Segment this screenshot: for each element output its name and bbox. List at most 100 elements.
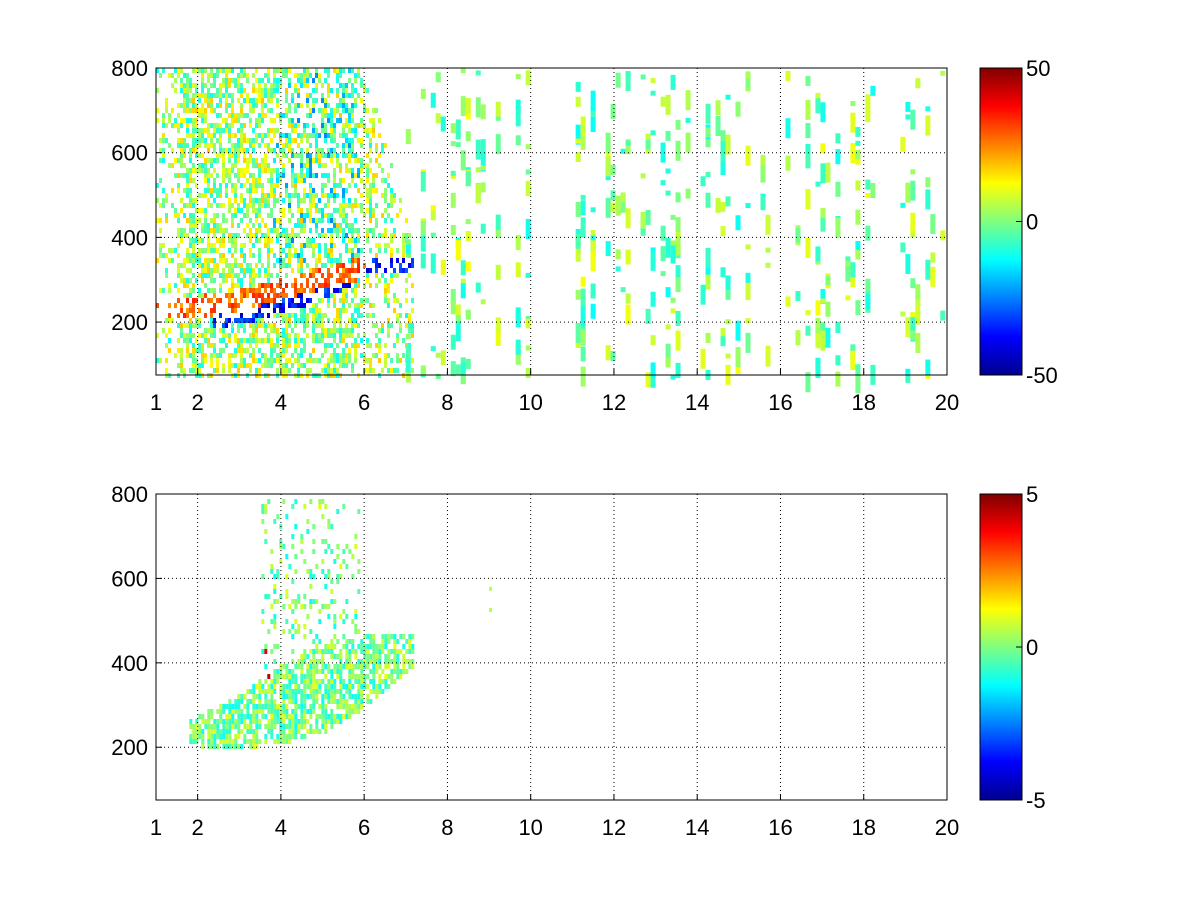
heatmap-cell bbox=[650, 291, 656, 307]
heatmap-cell bbox=[324, 243, 327, 248]
heatmap-cell bbox=[228, 83, 231, 88]
heatmap-cell bbox=[225, 724, 229, 729]
heatmap-cell bbox=[243, 168, 246, 173]
heatmap-cell bbox=[345, 88, 348, 93]
heatmap-cell bbox=[327, 679, 331, 684]
heatmap-cell bbox=[372, 208, 375, 213]
heatmap-cell bbox=[327, 719, 331, 724]
heatmap-cell bbox=[207, 198, 210, 203]
heatmap-cell bbox=[225, 148, 228, 153]
heatmap-cell bbox=[910, 109, 916, 130]
heatmap-cell bbox=[402, 644, 406, 649]
heatmap-cell bbox=[515, 106, 521, 127]
heatmap-cell bbox=[252, 98, 255, 103]
heatmap-cell bbox=[372, 684, 376, 689]
heatmap-cell bbox=[357, 589, 361, 594]
heatmap-cell bbox=[276, 173, 279, 178]
heatmap-cell bbox=[357, 173, 360, 178]
heatmap-cell bbox=[354, 173, 357, 178]
heatmap-cell bbox=[309, 183, 312, 188]
heatmap-cell bbox=[825, 301, 831, 317]
heatmap-cell bbox=[189, 368, 192, 373]
heatmap-cell bbox=[258, 88, 261, 93]
heatmap-cell bbox=[177, 338, 180, 343]
heatmap-cell bbox=[575, 81, 581, 92]
heatmap-cell bbox=[336, 664, 340, 669]
heatmap-cell bbox=[378, 328, 381, 333]
heatmap-cell bbox=[336, 343, 339, 348]
heatmap-cell bbox=[309, 108, 312, 113]
heatmap-cell bbox=[324, 213, 327, 218]
heatmap-cell bbox=[405, 639, 409, 644]
heatmap-cell bbox=[192, 83, 195, 88]
heatmap-cell bbox=[267, 253, 270, 258]
heatmap-cell bbox=[303, 704, 307, 709]
heatmap-cell bbox=[306, 323, 309, 328]
heatmap-cell bbox=[342, 308, 345, 313]
heatmap-cell bbox=[213, 719, 217, 724]
heatmap-cell bbox=[228, 173, 231, 178]
y-tick-label: 400 bbox=[111, 225, 148, 250]
heatmap-cell bbox=[372, 108, 375, 113]
heatmap-cell bbox=[640, 74, 646, 80]
heatmap-cell bbox=[321, 153, 324, 158]
heatmap-cell bbox=[345, 93, 348, 98]
heatmap-cell bbox=[255, 694, 259, 699]
heatmap-cell bbox=[237, 153, 240, 158]
heatmap-cell bbox=[225, 719, 229, 724]
heatmap-cell bbox=[180, 278, 183, 283]
heatmap-cell bbox=[309, 599, 313, 604]
heatmap-cell bbox=[297, 78, 300, 83]
heatmap-cell bbox=[408, 649, 412, 654]
heatmap-cell bbox=[324, 263, 327, 268]
heatmap-cell bbox=[327, 268, 330, 273]
heatmap-cell bbox=[183, 323, 186, 328]
heatmap-cell bbox=[288, 343, 291, 348]
heatmap-cell bbox=[210, 228, 213, 233]
heatmap-cell bbox=[231, 143, 234, 148]
heatmap-cell bbox=[294, 173, 297, 178]
heatmap-cell bbox=[330, 118, 333, 123]
heatmap-cell bbox=[378, 689, 382, 694]
heatmap-cell bbox=[372, 178, 375, 183]
heatmap-cell bbox=[321, 719, 325, 724]
heatmap-cell bbox=[249, 198, 252, 203]
heatmap-cell bbox=[267, 228, 270, 233]
heatmap-cell bbox=[387, 183, 390, 188]
heatmap-cell bbox=[180, 233, 183, 238]
heatmap-cell bbox=[333, 669, 337, 674]
heatmap-cell bbox=[264, 298, 267, 303]
heatmap-cell bbox=[270, 358, 273, 363]
heatmap-cell bbox=[177, 213, 180, 218]
heatmap-cell bbox=[204, 213, 207, 218]
heatmap-cell bbox=[159, 288, 162, 293]
heatmap-cell bbox=[195, 168, 198, 173]
heatmap-cell bbox=[285, 338, 288, 343]
heatmap-cell bbox=[342, 188, 345, 193]
heatmap-cell bbox=[925, 259, 931, 280]
heatmap-cell bbox=[330, 153, 333, 158]
heatmap-cell bbox=[360, 669, 364, 674]
heatmap-cell bbox=[288, 243, 291, 248]
heatmap-cell bbox=[159, 73, 162, 78]
heatmap-cell bbox=[285, 694, 289, 699]
heatmap-cell bbox=[168, 288, 171, 293]
heatmap-cell bbox=[204, 353, 207, 358]
heatmap-cell bbox=[303, 363, 306, 368]
heatmap-cell bbox=[273, 298, 276, 303]
heatmap-cell bbox=[159, 228, 162, 233]
heatmap-cell bbox=[336, 78, 339, 83]
heatmap-cell bbox=[369, 148, 372, 153]
heatmap-cell bbox=[273, 328, 276, 333]
heatmap-cell bbox=[258, 168, 261, 173]
heatmap-cell bbox=[342, 634, 346, 639]
heatmap-cell bbox=[670, 308, 676, 314]
x-tick-label: 8 bbox=[441, 390, 453, 415]
heatmap-cell bbox=[186, 218, 189, 223]
heatmap-cell bbox=[369, 188, 372, 193]
heatmap-cell bbox=[264, 303, 267, 308]
heatmap-cell bbox=[312, 333, 315, 338]
heatmap-cell bbox=[204, 108, 207, 113]
heatmap-cell bbox=[366, 699, 370, 704]
heatmap-cell bbox=[369, 669, 373, 674]
